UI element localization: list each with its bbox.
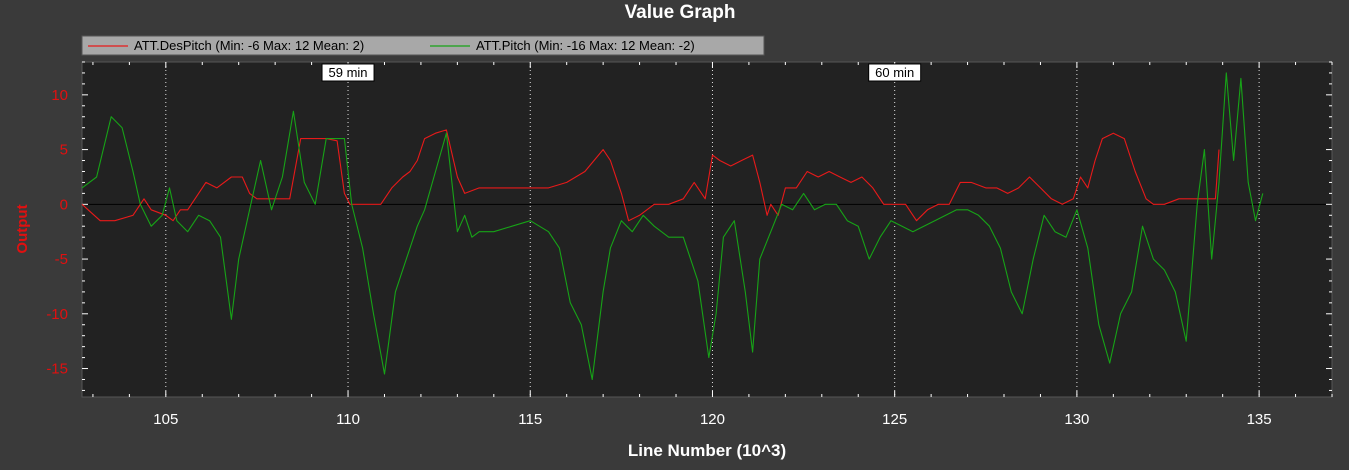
- time-marker-label: 59 min: [329, 65, 368, 80]
- y-tick-label: 5: [60, 142, 68, 159]
- legend-entry-despitch: ATT.DesPitch (Min: -6 Max: 12 Mean: 2): [134, 38, 364, 53]
- x-tick-label: 120: [700, 411, 725, 428]
- legend-entry-pitch: ATT.Pitch (Min: -16 Max: 12 Mean: -2): [476, 38, 695, 53]
- x-tick-label: 135: [1247, 411, 1272, 428]
- y-tick-label: -15: [46, 361, 68, 378]
- x-tick-label: 115: [518, 411, 542, 428]
- tick-layer: 105 110 115 120 125 130 135 -15 -10 -5 0 5 10: [46, 61, 1333, 428]
- grid-layer: [82, 62, 1332, 397]
- x-tick-label: 110: [336, 411, 360, 428]
- time-marker-box: [868, 63, 922, 82]
- x-tick-label: 125: [882, 411, 907, 428]
- chart-title: Value Graph: [625, 2, 736, 23]
- y-tick-label: -5: [55, 251, 68, 268]
- y-tick-label: -10: [46, 306, 68, 323]
- time-marker-label: 60 min: [875, 65, 914, 80]
- series-layer: [81, 72, 1264, 381]
- series-line-pitch: [81, 72, 1264, 381]
- time-marker-layer: 59 min 60 min: [321, 63, 922, 82]
- y-axis-label: Output: [14, 204, 31, 253]
- x-tick-label: 130: [1064, 411, 1089, 428]
- x-axis-label: Line Number (10^3): [628, 441, 786, 460]
- time-marker-box: [321, 63, 375, 82]
- legend[interactable]: ATT.DesPitch (Min: -6 Max: 12 Mean: 2) A…: [81, 35, 765, 56]
- y-tick-label: 10: [51, 87, 68, 104]
- legend-box: [81, 35, 765, 56]
- series-line-despitch: [81, 129, 1220, 222]
- y-tick-label: 0: [60, 196, 68, 213]
- x-tick-label: 105: [153, 411, 178, 428]
